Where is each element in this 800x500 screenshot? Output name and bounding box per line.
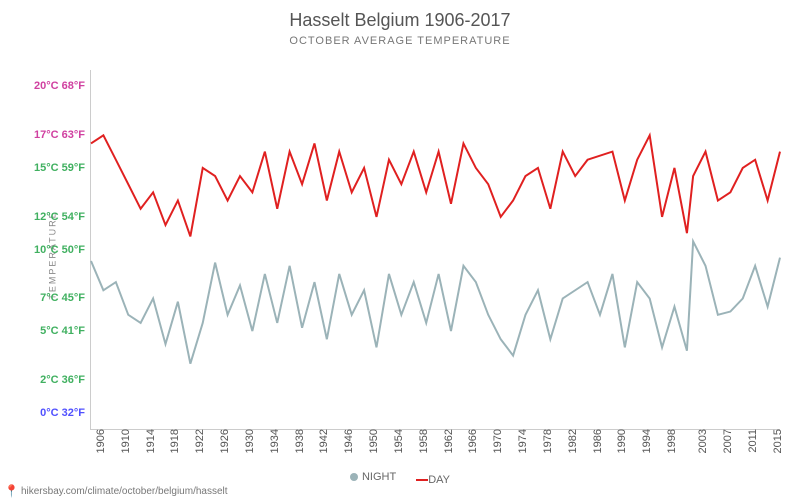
legend-marker-icon <box>350 473 358 481</box>
x-tick: 1946 <box>339 429 355 453</box>
x-tick: 1930 <box>240 429 256 453</box>
x-tick: 1954 <box>389 429 405 453</box>
x-tick: 2007 <box>718 429 734 453</box>
legend-item-day: DAY <box>416 474 450 486</box>
x-tick: 1962 <box>439 429 455 453</box>
x-tick: 1966 <box>463 429 479 453</box>
series-day <box>91 135 780 236</box>
x-tick: 1974 <box>513 429 529 453</box>
y-tick: 5°C 41°F <box>40 325 91 337</box>
x-tick: 1994 <box>637 429 653 453</box>
x-tick: 1938 <box>290 429 306 453</box>
x-tick: 1998 <box>662 429 678 453</box>
x-tick: 1970 <box>488 429 504 453</box>
y-tick: 2°C 36°F <box>40 374 91 386</box>
x-tick: 2003 <box>693 429 709 453</box>
legend-label: DAY <box>428 474 450 486</box>
x-tick: 1918 <box>165 429 181 453</box>
chart-title: Hasselt Belgium 1906-2017 <box>0 10 800 31</box>
x-tick: 1982 <box>563 429 579 453</box>
x-tick: 1958 <box>414 429 430 453</box>
y-tick: 15°C 59°F <box>34 162 91 174</box>
x-tick: 1990 <box>612 429 628 453</box>
source-attribution: 📍 hikersbay.com/climate/october/belgium/… <box>4 484 228 498</box>
x-tick: 1926 <box>215 429 231 453</box>
x-tick: 1978 <box>538 429 554 453</box>
source-url: hikersbay.com/climate/october/belgium/ha… <box>21 486 228 497</box>
plot-area: 0°C 32°F2°C 36°F5°C 41°F7°C 45°F10°C 50°… <box>90 70 780 430</box>
x-tick: 1986 <box>588 429 604 453</box>
location-pin-icon: 📍 <box>4 484 19 498</box>
x-tick: 1906 <box>91 429 107 453</box>
x-tick: 1910 <box>116 429 132 453</box>
temperature-chart: Hasselt Belgium 1906-2017 OCTOBER AVERAG… <box>0 10 800 500</box>
x-tick: 1934 <box>265 429 281 453</box>
y-tick: 20°C 68°F <box>34 80 91 92</box>
y-tick: 12°C 54°F <box>34 211 91 223</box>
y-tick: 7°C 45°F <box>40 292 91 304</box>
chart-subtitle: OCTOBER AVERAGE TEMPERATURE <box>0 35 800 47</box>
x-tick: 1942 <box>314 429 330 453</box>
chart-svg <box>91 70 780 429</box>
x-tick: 1914 <box>141 429 157 453</box>
legend-label: NIGHT <box>362 471 396 483</box>
legend-item-night: NIGHT <box>350 471 396 483</box>
legend-line-icon <box>416 479 428 481</box>
x-tick: 1950 <box>364 429 380 453</box>
y-tick: 10°C 50°F <box>34 244 91 256</box>
x-tick: 1922 <box>190 429 206 453</box>
y-tick: 0°C 32°F <box>40 407 91 419</box>
x-tick: 2011 <box>743 429 759 453</box>
series-night <box>91 241 780 363</box>
y-tick: 17°C 63°F <box>34 129 91 141</box>
x-tick: 2015 <box>768 429 784 453</box>
